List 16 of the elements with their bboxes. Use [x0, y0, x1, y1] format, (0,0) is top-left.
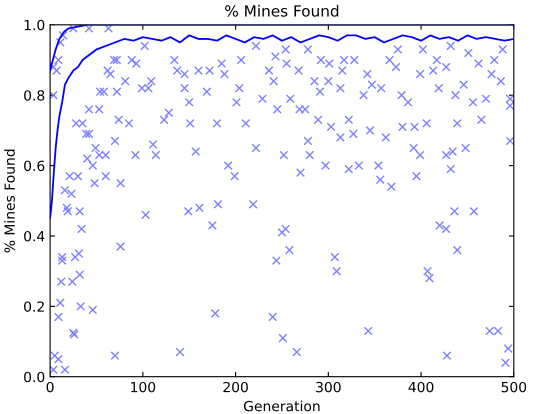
x-tick-label: 300	[316, 382, 341, 392]
y-tick-label: 1.0	[24, 20, 44, 30]
y-axis-title: % Mines Found	[4, 150, 15, 252]
line-series	[50, 34, 514, 220]
x-tick-label: 0	[46, 382, 54, 392]
y-tick-label: 0.0	[24, 372, 44, 382]
x-tick-label: 500	[502, 382, 526, 392]
chart-title: % Mines Found	[225, 4, 338, 17]
y-tick-label: 0.4	[24, 230, 44, 242]
x-tick-label: 100	[131, 382, 156, 392]
x-axis-title: Generation	[244, 400, 320, 412]
y-tick-label: 0.8	[24, 90, 44, 101]
y-tick-label: 0.2	[24, 301, 44, 312]
x-tick-label: 200	[223, 382, 248, 392]
y-tick-label: 0.6	[24, 160, 44, 172]
x-tick-label: 400	[408, 382, 434, 392]
